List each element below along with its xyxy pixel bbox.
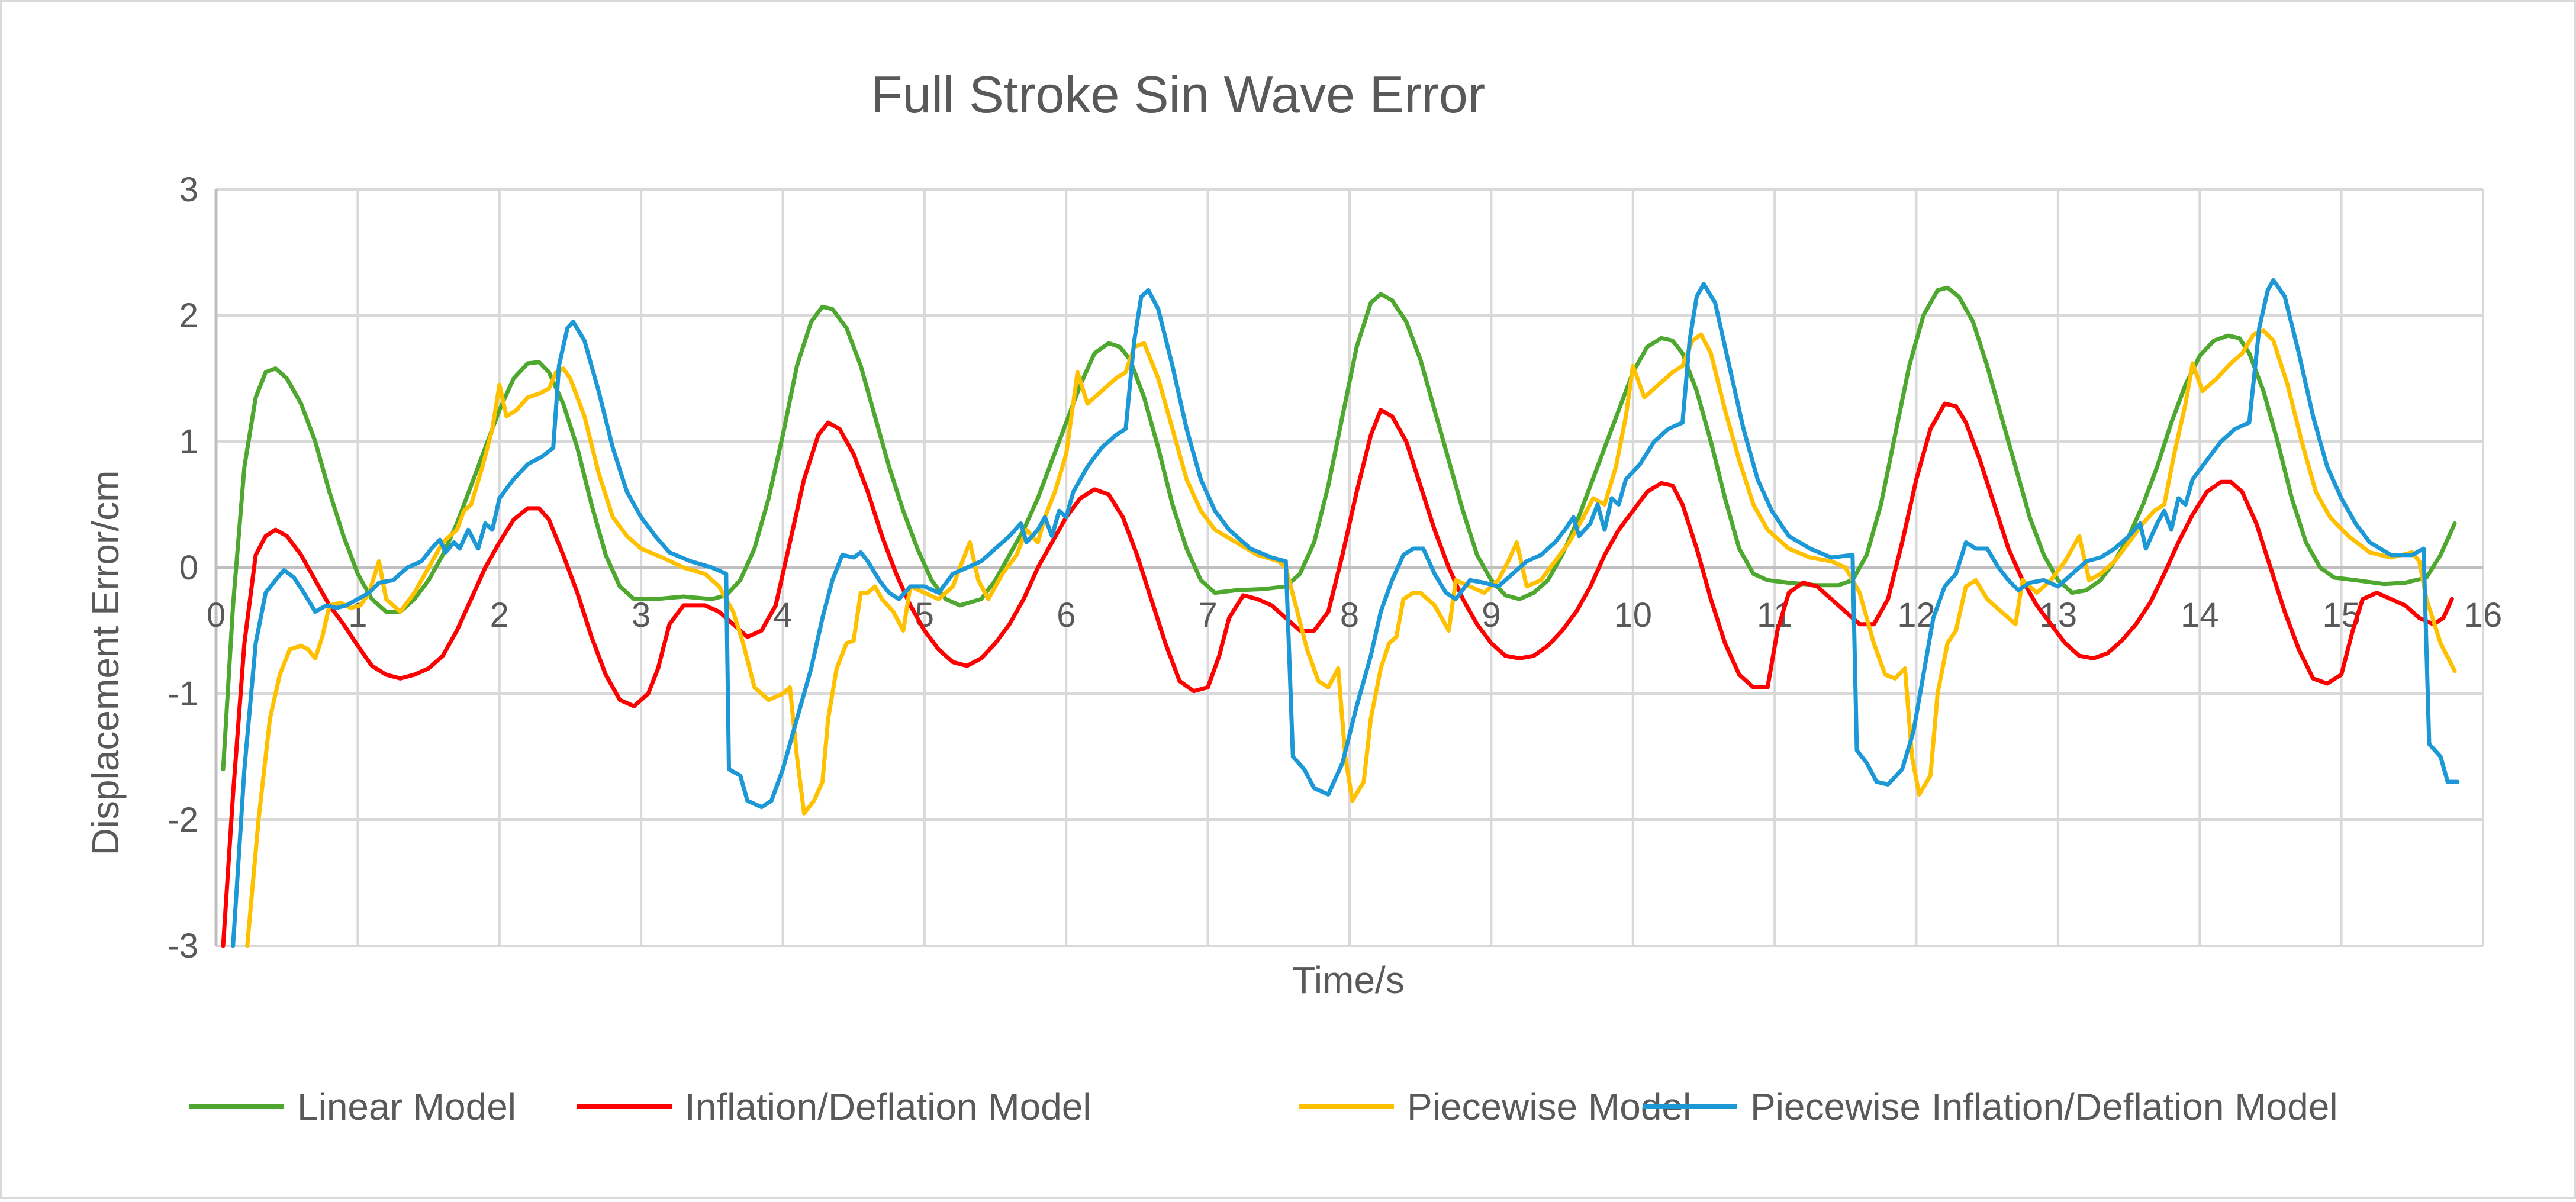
y-tick-label: 1 bbox=[179, 423, 198, 461]
x-tick-label: 12 bbox=[1897, 596, 1936, 634]
x-tick-label: 10 bbox=[1614, 596, 1652, 634]
x-tick-label: 2 bbox=[490, 596, 509, 634]
y-tick-labels: -3 -2 -1 0 1 2 3 bbox=[168, 170, 198, 965]
y-tick-label: -3 bbox=[168, 927, 198, 965]
y-tick-label: -2 bbox=[168, 801, 198, 839]
chart-title: Full Stroke Sin Wave Error bbox=[871, 65, 1485, 124]
x-tick-label: 14 bbox=[2181, 596, 2219, 634]
series-line-piecewise-model bbox=[245, 328, 2457, 948]
x-tick-label: 7 bbox=[1198, 596, 1217, 634]
legend-label-linear-model: Linear Model bbox=[297, 1085, 516, 1128]
x-axis-label: Time/s bbox=[1292, 959, 1405, 1001]
x-tick-label: 3 bbox=[632, 596, 651, 634]
legend: Linear Model Inflation/Deflation Model Pie… bbox=[189, 1085, 2338, 1128]
x-tick-label: 0 bbox=[207, 596, 226, 634]
series-layer bbox=[221, 278, 2460, 948]
y-tick-label: 0 bbox=[179, 549, 198, 587]
y-tick-label: -1 bbox=[168, 675, 198, 713]
y-tick-label: 2 bbox=[179, 297, 198, 335]
x-tick-label: 9 bbox=[1482, 596, 1500, 634]
legend-label-piecewise-inflation-deflation-model: Piecewise Inflation/Deflation Model bbox=[1750, 1085, 2338, 1128]
y-tick-label: 3 bbox=[179, 170, 198, 209]
x-tick-labels: 0 1 2 3 4 5 6 7 8 9 10 11 12 13 14 15 16 bbox=[207, 596, 2502, 634]
series-line-piecewise-inflation-deflation-model bbox=[231, 278, 2460, 948]
series-line-inflation-deflation-model bbox=[221, 401, 2454, 948]
y-axis-label: Displacement Error/cm bbox=[84, 471, 127, 856]
legend-label-inflation-deflation-model: Inflation/Deflation Model bbox=[685, 1085, 1091, 1128]
x-tick-label: 6 bbox=[1057, 596, 1076, 634]
x-tick-label: 8 bbox=[1340, 596, 1359, 634]
x-tick-label: 16 bbox=[2464, 596, 2503, 634]
